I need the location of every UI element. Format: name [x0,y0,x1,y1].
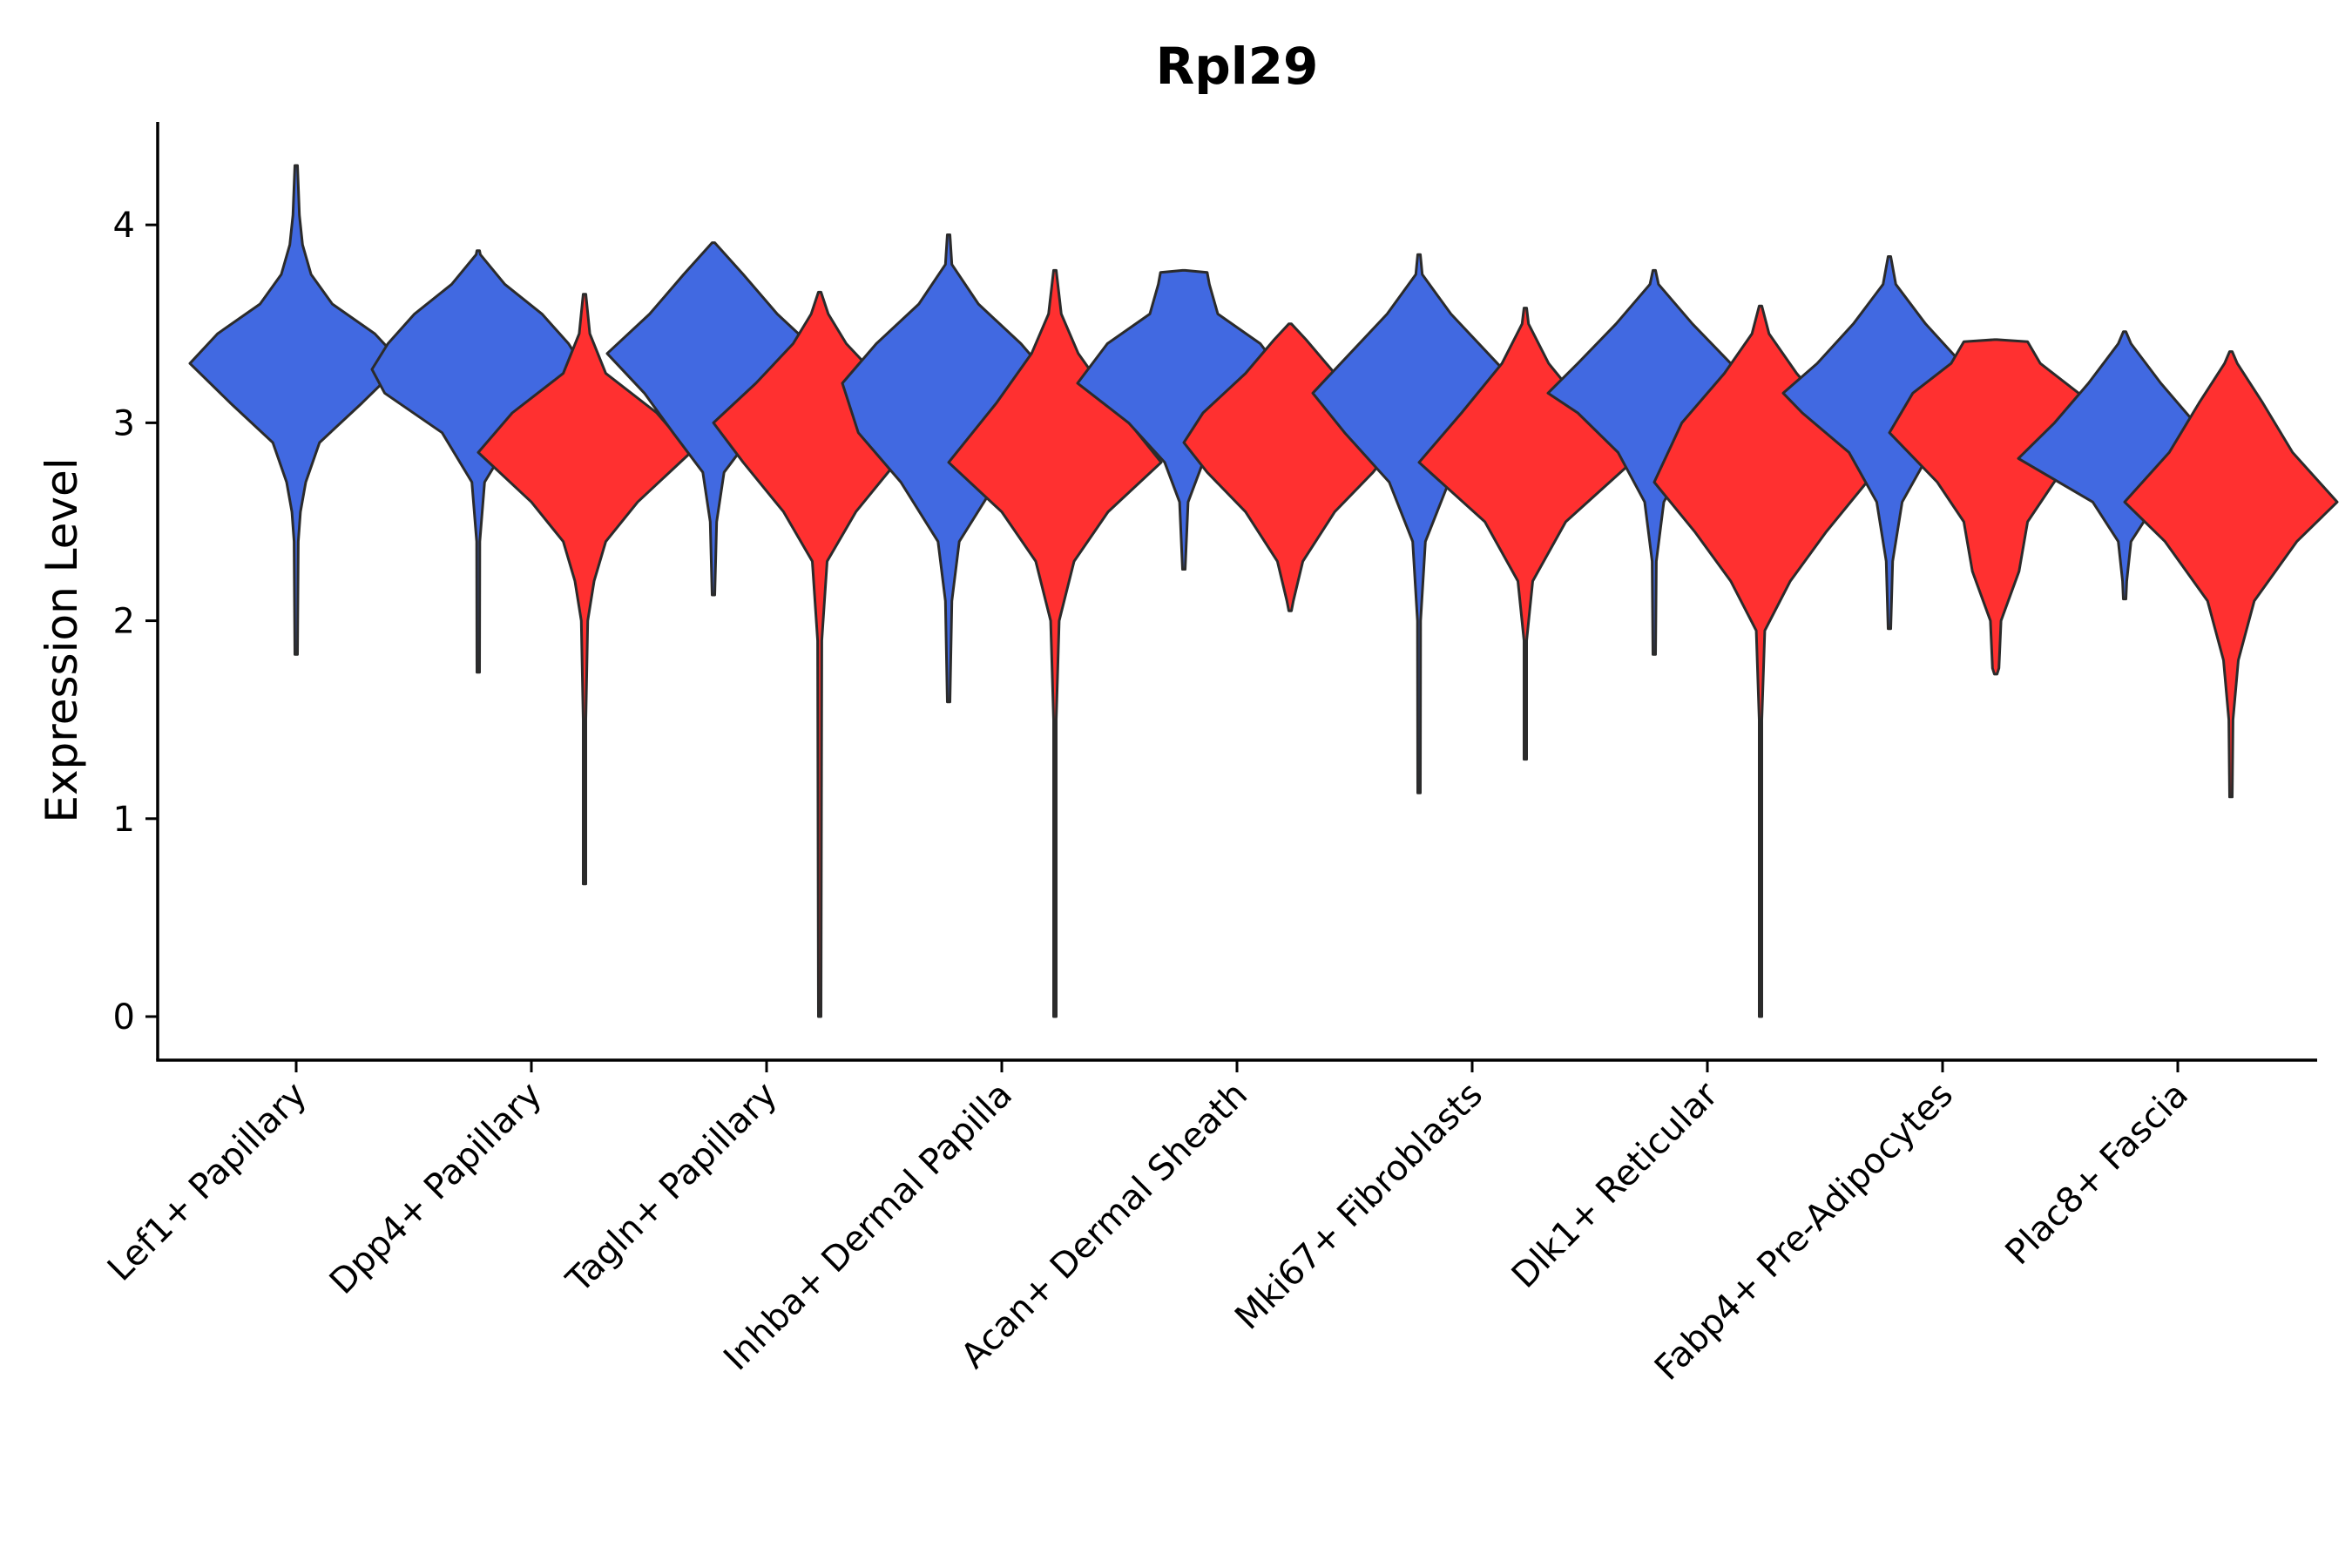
y-tick-label: 0 [113,997,135,1037]
y-tick-label: 1 [113,800,135,840]
x-tick-label-mki67-fibroblasts: Mki67+ Fibroblasts [1227,1075,1490,1338]
y-axis-ticks: 0 1 2 3 4 [113,206,158,1037]
violin-dpp4-papillary-blue [370,249,586,674]
violin-lef1-papillary-blue [188,164,404,656]
y-axis-label: Expression Level [37,457,87,822]
y-tick-label: 4 [113,206,135,246]
violin-series [188,164,2339,1018]
violin-fabp4-pre-adipocytes-red [1888,338,2104,676]
x-axis-ticks: Lef1+ Papillary Dpp4+ Papillary Tagln+ Pap… [100,1060,2196,1389]
violin-plac8-fascia-red [2123,350,2339,799]
x-tick-label-plac8-fascia: Plac8+ Fascia [1998,1075,2197,1274]
x-tick-label-dpp4-papillary: Dpp4+ Papillary [322,1075,550,1302]
x-tick-label-dlk1-reticular: Dlk1+ Reticular [1504,1074,1727,1296]
chart-title: Rpl29 [1156,37,1319,96]
violin-acan-dermal-sheath-blue [1076,268,1292,571]
y-tick-label: 3 [113,403,135,443]
x-tick-label-tagln-papillary: Tagln+ Papillary [558,1075,785,1301]
y-tick-label: 2 [113,602,135,642]
x-tick-label-lef1-papillary: Lef1+ Papillary [100,1075,314,1289]
